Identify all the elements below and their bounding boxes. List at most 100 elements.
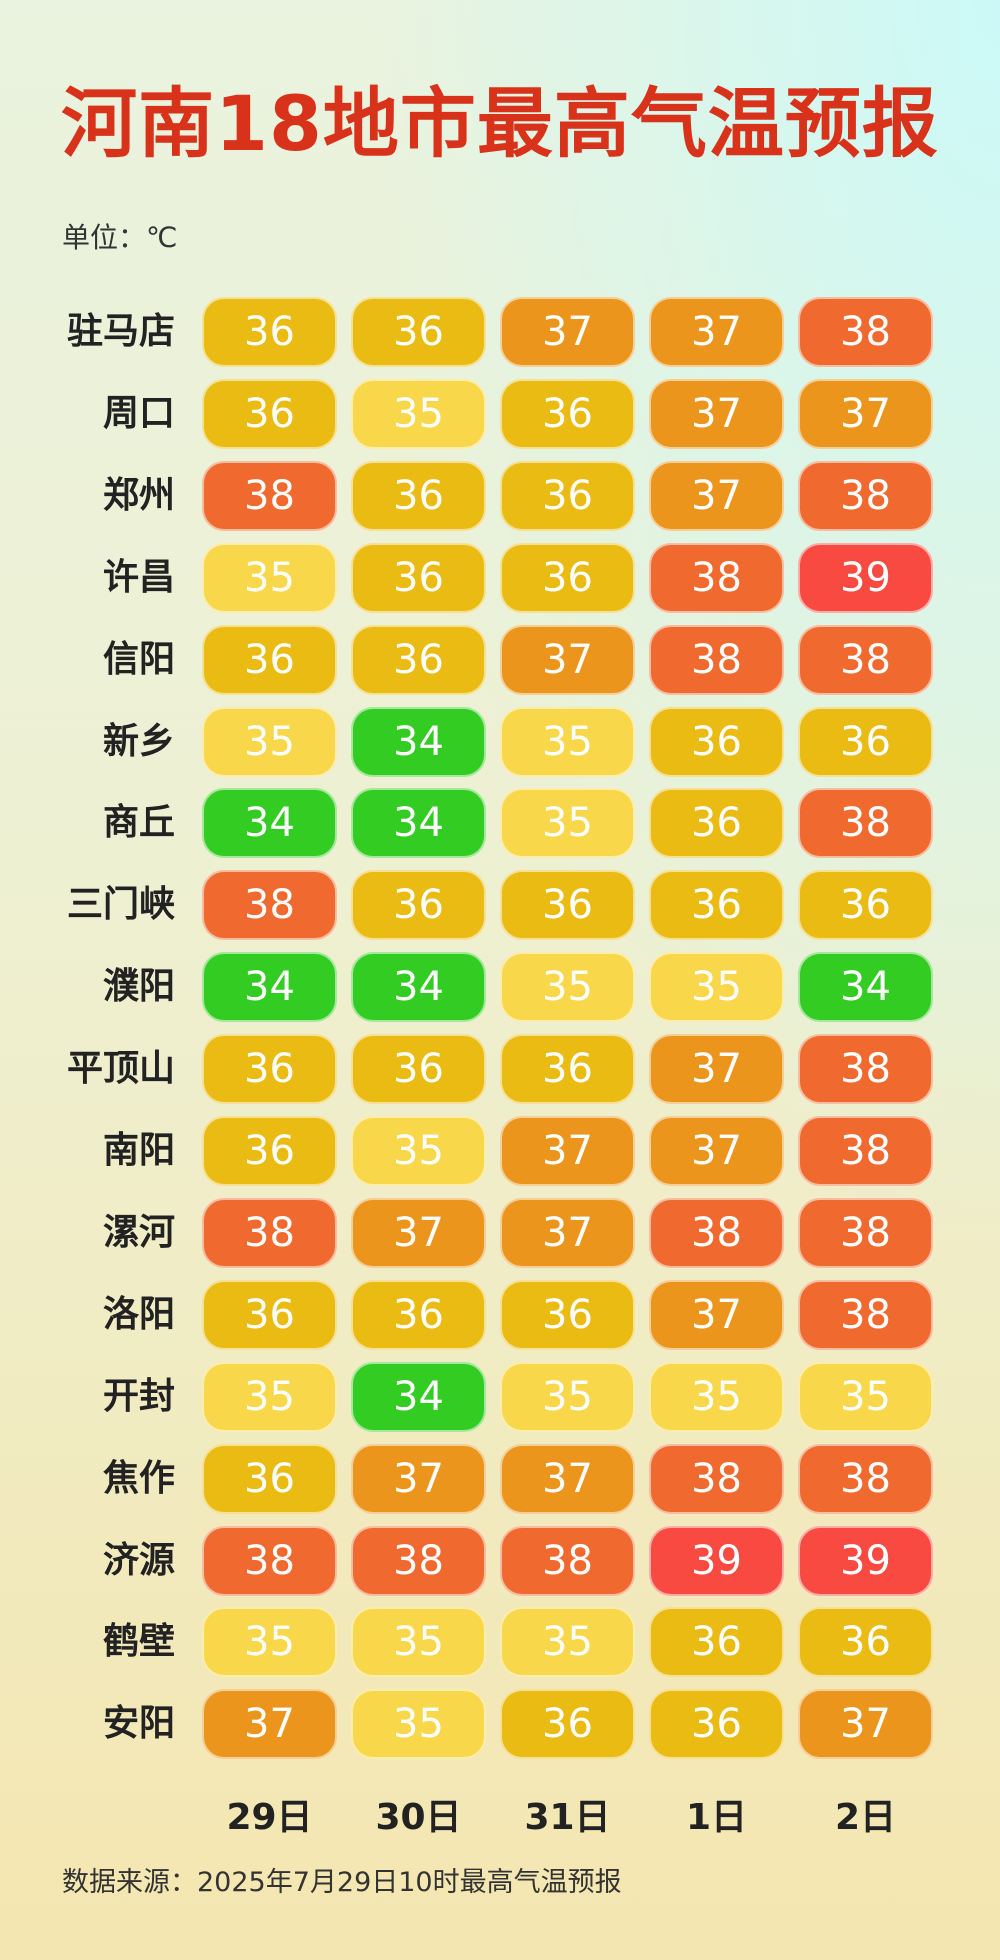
temperature-cell: 38 bbox=[798, 1116, 933, 1186]
temperature-cell: 38 bbox=[798, 1444, 933, 1514]
temperature-cell: 36 bbox=[351, 1034, 486, 1104]
temperature-cell: 36 bbox=[649, 788, 784, 858]
data-source-note: 数据来源：2025年7月29日10时最高气温预报 bbox=[62, 1867, 622, 1898]
city-label: 鹤壁 bbox=[102, 1621, 175, 1662]
page-title: 河南18地市最高气温预报 bbox=[61, 79, 939, 168]
city-label: 郑州 bbox=[102, 475, 175, 516]
temperature-cell: 35 bbox=[202, 543, 337, 613]
temperature-cell: 36 bbox=[202, 379, 337, 449]
temperature-cell: 36 bbox=[202, 625, 337, 695]
temperature-cell: 38 bbox=[798, 1198, 933, 1268]
day-label: 29日 bbox=[226, 1797, 313, 1838]
temperature-cell: 36 bbox=[500, 461, 635, 531]
temperature-cell: 35 bbox=[500, 952, 635, 1022]
temperature-cell: 35 bbox=[351, 1689, 486, 1759]
temperature-cell: 38 bbox=[798, 788, 933, 858]
temperature-cell: 36 bbox=[351, 461, 486, 531]
temperature-cell: 38 bbox=[798, 461, 933, 531]
temperature-cell: 38 bbox=[649, 543, 784, 613]
temperature-cell: 37 bbox=[500, 625, 635, 695]
temperature-cell: 37 bbox=[649, 1034, 784, 1104]
temperature-cell: 35 bbox=[202, 1607, 337, 1677]
temperature-cell: 35 bbox=[500, 1362, 635, 1432]
temperature-cell: 37 bbox=[649, 297, 784, 367]
temperature-cell: 35 bbox=[798, 1362, 933, 1432]
temperature-cell: 38 bbox=[202, 1198, 337, 1268]
city-label: 安阳 bbox=[102, 1703, 175, 1744]
temperature-cell: 34 bbox=[351, 1362, 486, 1432]
day-label: 2日 bbox=[834, 1797, 897, 1838]
unit-label: 单位：℃ bbox=[62, 221, 178, 254]
temperature-cell: 34 bbox=[202, 788, 337, 858]
temperature-cell: 39 bbox=[798, 543, 933, 613]
city-label: 新乡 bbox=[102, 721, 175, 762]
temperature-cell: 35 bbox=[500, 707, 635, 777]
temperature-cell: 36 bbox=[500, 1689, 635, 1759]
temperature-cell: 37 bbox=[649, 1116, 784, 1186]
temperature-cell: 38 bbox=[798, 1280, 933, 1350]
city-label: 南阳 bbox=[102, 1130, 175, 1171]
temperature-cell: 36 bbox=[351, 543, 486, 613]
temperature-cell: 37 bbox=[202, 1689, 337, 1759]
temperature-cell: 36 bbox=[500, 1280, 635, 1350]
city-label: 商丘 bbox=[102, 802, 175, 843]
temperature-cell: 36 bbox=[798, 870, 933, 940]
temperature-cell: 37 bbox=[500, 1116, 635, 1186]
temperature-cell: 37 bbox=[798, 1689, 933, 1759]
city-label: 济源 bbox=[102, 1540, 175, 1581]
temperature-cell: 37 bbox=[351, 1198, 486, 1268]
temperature-cell: 34 bbox=[798, 952, 933, 1022]
temperature-cell: 36 bbox=[798, 707, 933, 777]
city-label: 驻马店 bbox=[66, 311, 175, 352]
day-label: 31日 bbox=[524, 1797, 611, 1838]
temperature-cell: 36 bbox=[500, 870, 635, 940]
temperature-cell: 36 bbox=[202, 1444, 337, 1514]
temperature-cell: 35 bbox=[649, 1362, 784, 1432]
city-label: 洛阳 bbox=[102, 1294, 175, 1335]
temperature-cell: 36 bbox=[649, 1607, 784, 1677]
temperature-cell: 38 bbox=[649, 1444, 784, 1514]
temperature-cell: 37 bbox=[798, 379, 933, 449]
temperature-cell: 35 bbox=[351, 1607, 486, 1677]
temperature-cell: 36 bbox=[351, 297, 486, 367]
temperature-cell: 34 bbox=[351, 952, 486, 1022]
city-label: 三门峡 bbox=[66, 884, 175, 925]
temperature-cell: 38 bbox=[798, 625, 933, 695]
temperature-cell: 37 bbox=[351, 1444, 486, 1514]
temperature-cell: 37 bbox=[649, 461, 784, 531]
day-label: 30日 bbox=[375, 1797, 462, 1838]
temperature-cell: 38 bbox=[202, 461, 337, 531]
temperature-cell: 38 bbox=[649, 625, 784, 695]
temperature-cell: 35 bbox=[351, 379, 486, 449]
temperature-cell: 35 bbox=[351, 1116, 486, 1186]
temperature-cell: 36 bbox=[202, 1280, 337, 1350]
temperature-cell: 34 bbox=[202, 952, 337, 1022]
temperature-cell: 39 bbox=[649, 1526, 784, 1596]
city-label: 周口 bbox=[102, 393, 175, 434]
city-label: 焦作 bbox=[102, 1458, 175, 1499]
city-label: 信阳 bbox=[102, 639, 175, 680]
city-label: 漯河 bbox=[102, 1212, 175, 1253]
temperature-cell: 38 bbox=[649, 1198, 784, 1268]
temperature-cell: 38 bbox=[202, 1526, 337, 1596]
temperature-cell: 37 bbox=[649, 379, 784, 449]
city-label: 许昌 bbox=[102, 557, 175, 598]
temperature-cell: 38 bbox=[798, 297, 933, 367]
temperature-cell: 36 bbox=[500, 379, 635, 449]
temperature-cell: 36 bbox=[500, 543, 635, 613]
temperature-cell: 36 bbox=[798, 1607, 933, 1677]
temperature-cell: 36 bbox=[649, 1689, 784, 1759]
temperature-cell: 37 bbox=[649, 1280, 784, 1350]
temperature-cell: 37 bbox=[500, 297, 635, 367]
temperature-cell: 37 bbox=[500, 1444, 635, 1514]
temperature-cell: 36 bbox=[351, 625, 486, 695]
temperature-cell: 35 bbox=[649, 952, 784, 1022]
temperature-cell: 34 bbox=[351, 707, 486, 777]
temperature-cell: 36 bbox=[351, 870, 486, 940]
temperature-cell: 36 bbox=[351, 1280, 486, 1350]
temperature-cell: 38 bbox=[500, 1526, 635, 1596]
day-label: 1日 bbox=[685, 1797, 748, 1838]
temperature-cell: 38 bbox=[798, 1034, 933, 1104]
temperature-cell: 36 bbox=[649, 707, 784, 777]
